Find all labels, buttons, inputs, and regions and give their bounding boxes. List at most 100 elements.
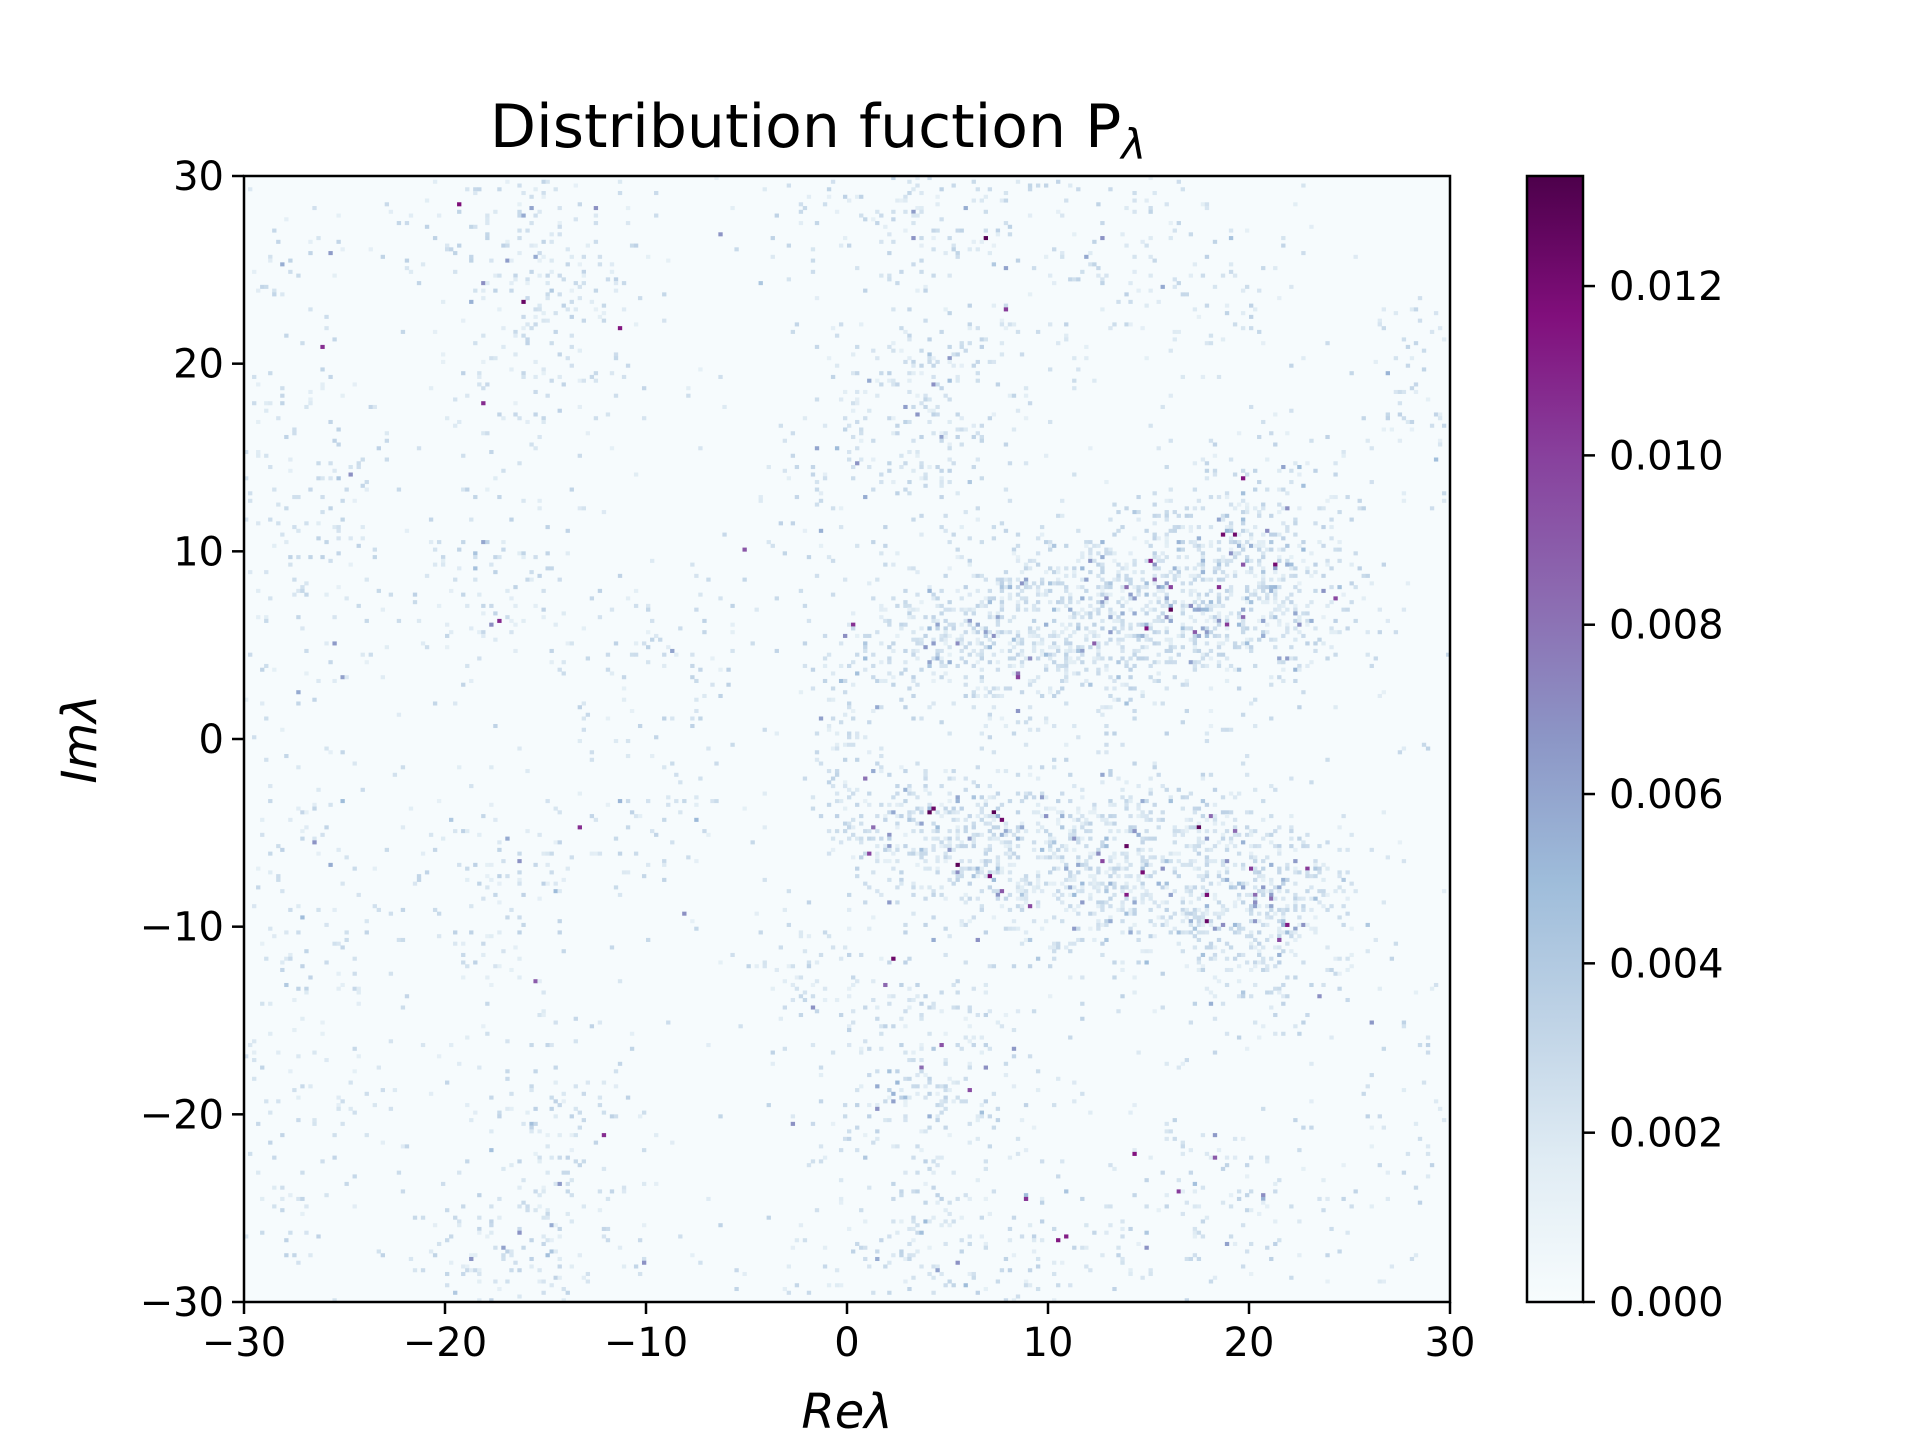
heatmap-cell: [416, 446, 422, 451]
heatmap-cell: [461, 540, 466, 545]
heatmap-cell: [501, 243, 506, 248]
heatmap-cell: [1285, 994, 1290, 999]
heatmap-cell: [268, 596, 273, 601]
heatmap-cell: [1015, 829, 1021, 834]
heatmap-cell: [1244, 585, 1250, 590]
heatmap-cell: [1096, 633, 1101, 638]
heatmap-cell: [903, 769, 908, 774]
heatmap-cell: [1305, 866, 1310, 871]
heatmap-cell: [1011, 926, 1017, 931]
heatmap-cell: [1228, 885, 1234, 890]
heatmap-cell: [1200, 202, 1206, 207]
heatmap-cell: [1325, 603, 1330, 608]
heatmap-cell: [1068, 877, 1073, 882]
heatmap-cell: [939, 588, 944, 593]
heatmap-cell: [332, 907, 337, 912]
heatmap-cell: [605, 667, 611, 672]
heatmap-cell: [919, 847, 924, 852]
heatmap-cell: [879, 615, 884, 620]
heatmap-cell: [1168, 528, 1173, 533]
heatmap-cell: [1164, 615, 1169, 620]
heatmap-cell: [1200, 656, 1206, 661]
heatmap-cell: [971, 836, 976, 841]
heatmap-cell: [1293, 532, 1298, 537]
heatmap-cell: [1023, 930, 1029, 935]
heatmap-cell: [312, 206, 317, 211]
heatmap-cell: [1060, 581, 1065, 586]
heatmap-cell: [951, 847, 956, 852]
heatmap-cell: [1100, 221, 1105, 226]
heatmap-cell: [340, 247, 345, 252]
heatmap-cell: [296, 806, 301, 811]
heatmap-cell: [340, 982, 345, 988]
heatmap-cell: [1192, 506, 1198, 511]
heatmap-cell: [911, 885, 916, 890]
heatmap-cell: [1168, 656, 1173, 661]
heatmap-cell: [1281, 573, 1286, 578]
heatmap-cell: [1072, 573, 1077, 578]
heatmap-cell: [1003, 1073, 1009, 1078]
heatmap-cell: [513, 401, 518, 406]
heatmap-cell: [1305, 663, 1310, 668]
heatmap-cell: [613, 739, 619, 744]
heatmap-cell: [810, 667, 816, 672]
heatmap-cell: [903, 622, 908, 627]
heatmap-cell: [1160, 900, 1165, 905]
heatmap-cell: [1244, 754, 1250, 759]
heatmap-cell: [1269, 637, 1274, 642]
heatmap-cell: [1184, 817, 1189, 822]
heatmap-cell: [1056, 810, 1061, 815]
heatmap-cell: [987, 637, 993, 642]
heatmap-cell: [915, 682, 920, 687]
heatmap-cell: [320, 510, 325, 515]
heatmap-cell: [1253, 468, 1258, 473]
heatmap-cell: [557, 889, 562, 894]
heatmap-cell: [794, 322, 800, 327]
heatmap-cell: [1140, 645, 1145, 650]
heatmap-cell: [525, 337, 530, 342]
heatmap-cell: [903, 1095, 908, 1100]
heatmap-cell: [1072, 472, 1077, 477]
heatmap-cell: [1313, 859, 1318, 864]
heatmap-cell: [907, 378, 912, 383]
heatmap-cell: [340, 881, 345, 886]
heatmap-cell: [1132, 975, 1137, 980]
heatmap-cell: [1333, 630, 1338, 635]
heatmap-cell: [469, 254, 474, 259]
heatmap-cell: [1244, 510, 1250, 515]
heatmap-cell: [565, 356, 570, 361]
heatmap-cell: [328, 802, 333, 807]
heatmap-cell: [1148, 663, 1153, 668]
heatmap-cell: [1325, 967, 1330, 972]
heatmap-cell: [1244, 284, 1250, 289]
heatmap-cell: [1164, 626, 1169, 631]
heatmap-cell: [1160, 284, 1165, 289]
heatmap-cell: [513, 603, 518, 608]
heatmap-cell: [907, 997, 912, 1003]
heatmap-cell: [1031, 1125, 1037, 1130]
heatmap-cell: [995, 228, 1001, 233]
heatmap-cell: [1180, 806, 1185, 811]
heatmap-cell: [1023, 829, 1029, 834]
heatmap-cell: [356, 603, 361, 608]
heatmap-cell: [1068, 870, 1073, 875]
heatmap-cell: [1039, 791, 1045, 796]
heatmap-cell: [1329, 566, 1334, 571]
heatmap-cell: [935, 870, 940, 875]
heatmap-cell: [979, 795, 984, 800]
heatmap-cell: [1035, 870, 1041, 875]
heatmap-cell: [887, 847, 892, 852]
heatmap-cell: [995, 615, 1001, 620]
heatmap-cell: [903, 1103, 908, 1108]
heatmap-cell: [501, 859, 506, 864]
heatmap-cell: [256, 1121, 261, 1126]
heatmap-cell: [999, 341, 1005, 346]
heatmap-cell: [1060, 859, 1065, 864]
heatmap-cell: [1023, 720, 1029, 725]
heatmap-cell: [1128, 825, 1133, 830]
heatmap-cell: [1035, 904, 1041, 909]
heatmap-cell: [830, 686, 836, 691]
heatmap-cell: [1421, 742, 1427, 747]
heatmap-cell: [1124, 585, 1129, 590]
heatmap-cell: [336, 536, 341, 541]
